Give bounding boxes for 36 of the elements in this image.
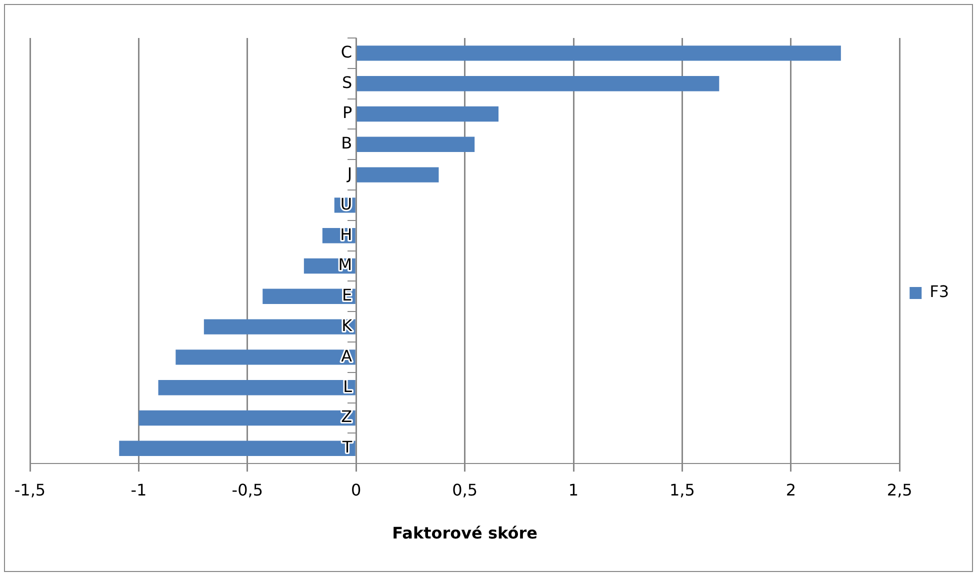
- bar: [356, 136, 475, 152]
- bar: [356, 167, 439, 182]
- x-tick-label: -0,5: [232, 480, 264, 500]
- bar: [356, 46, 841, 61]
- x-tick-label: 2,5: [886, 480, 912, 500]
- y-tick-label: U: [340, 194, 352, 214]
- bar: [356, 76, 720, 92]
- bar: [356, 106, 499, 122]
- bar: [176, 350, 356, 365]
- y-tick-label: T: [341, 438, 352, 457]
- y-tick-label: E: [342, 286, 352, 305]
- x-tick-label: 2: [786, 480, 796, 500]
- y-tick-label: S: [342, 72, 352, 92]
- y-tick-label: Z: [341, 407, 352, 426]
- y-tick-label: K: [342, 316, 353, 335]
- x-tick-label: 1,5: [669, 480, 695, 500]
- y-tick-label: L: [343, 376, 352, 396]
- y-tick-label: A: [341, 346, 352, 366]
- bar: [138, 410, 356, 426]
- y-tick-label: H: [340, 224, 352, 244]
- bar: [262, 288, 356, 304]
- x-tick-label: -1,5: [14, 480, 46, 500]
- y-tick-label: M: [338, 255, 352, 274]
- y-tick-label: P: [342, 103, 352, 122]
- x-tick-label: -1: [130, 480, 147, 500]
- y-tick-label: B: [341, 134, 352, 153]
- bar: [204, 319, 356, 334]
- y-tick-label: J: [346, 164, 352, 183]
- bar: [158, 380, 356, 396]
- x-tick-label: 1: [568, 480, 579, 500]
- x-axis-title: Faktorové skóre: [392, 524, 538, 543]
- x-tick-label: 0,5: [452, 480, 478, 500]
- y-tick-label: C: [340, 42, 352, 62]
- bar: [119, 440, 356, 456]
- x-tick-label: 0: [351, 480, 362, 500]
- legend-label: F3: [930, 282, 950, 302]
